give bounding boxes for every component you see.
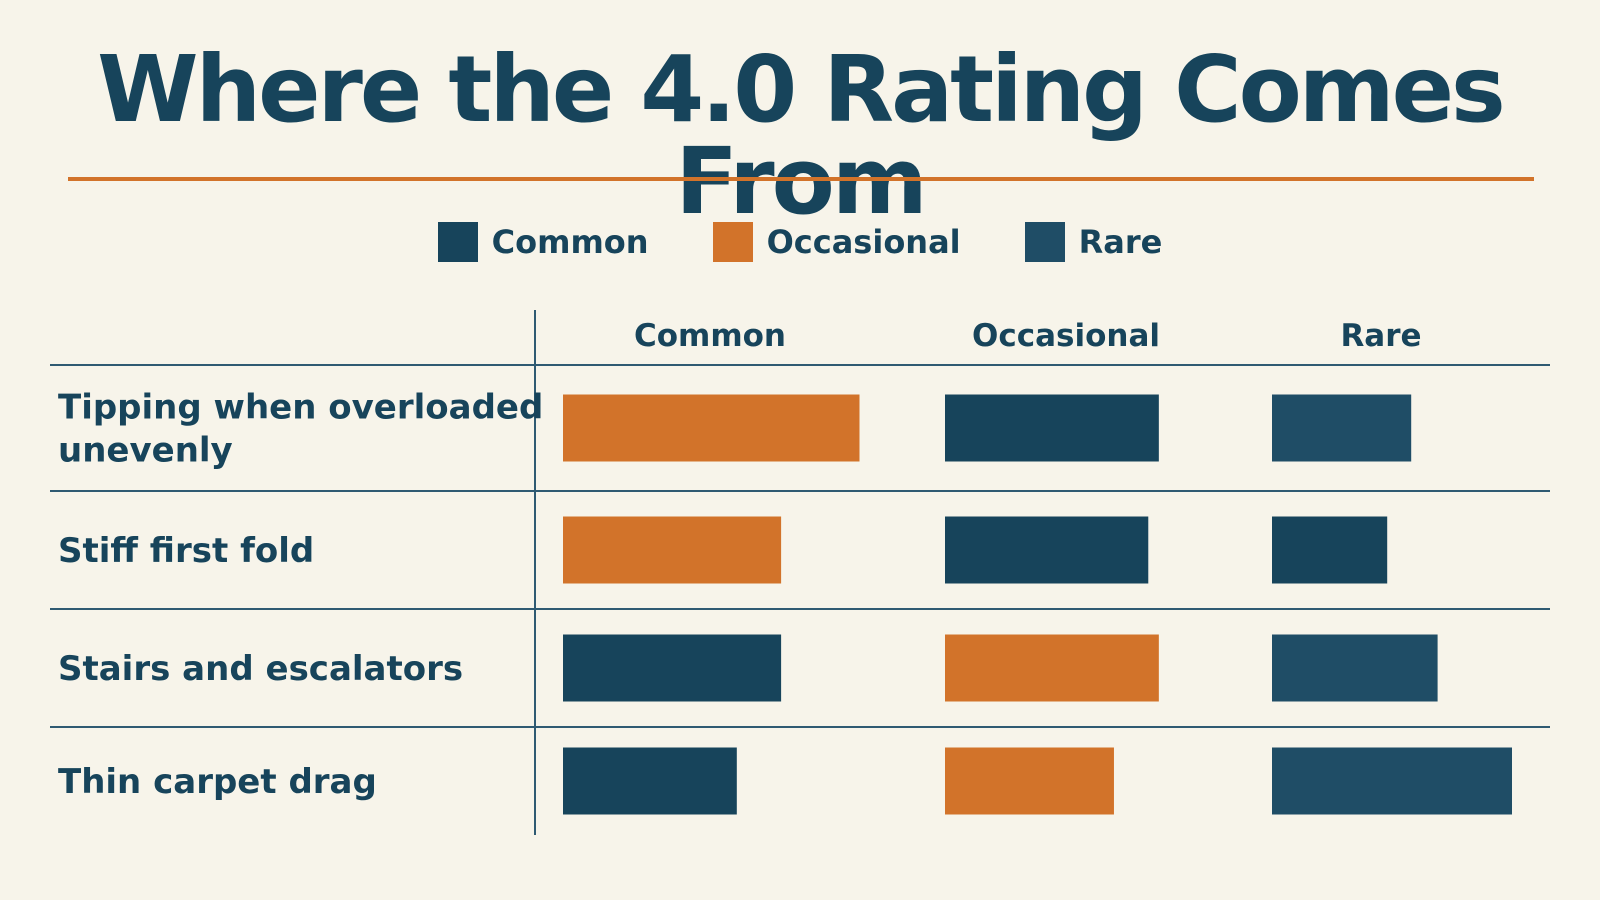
legend-swatch-common	[437, 222, 478, 262]
legend-item-common: Common	[437, 222, 649, 262]
bar-rare	[1272, 516, 1388, 584]
column-header-rare: Rare	[1340, 318, 1421, 354]
bar-common	[563, 516, 782, 584]
bar-occasional	[945, 747, 1114, 815]
row-label: Stiff first fold	[58, 531, 314, 571]
legend-label-common: Common	[491, 223, 649, 261]
legend-label-occasional: Occasional	[766, 223, 961, 261]
row-label: Stairs and escalators	[58, 649, 463, 689]
bar-occasional	[945, 394, 1159, 462]
bar-rare	[1272, 747, 1512, 815]
chart-title: Where the 4.0 Rating Comes From	[97, 36, 1506, 235]
row-label: Thin carpet drag	[58, 762, 377, 802]
legend-swatch-rare	[1024, 222, 1065, 262]
row-label: Tipping when overloaded	[58, 388, 543, 428]
legend-label-rare: Rare	[1078, 223, 1163, 261]
legend-item-occasional: Occasional	[712, 222, 961, 262]
bar-rare	[1272, 634, 1438, 702]
legend: Common Occasional Rare	[0, 222, 1600, 262]
legend-swatch-occasional	[712, 222, 753, 262]
bar-occasional	[945, 516, 1149, 584]
column-header-occasional: Occasional	[972, 318, 1160, 354]
bar-common	[563, 747, 737, 815]
bar-occasional	[945, 634, 1159, 702]
bar-rare	[1272, 394, 1412, 462]
title-underline	[68, 177, 1534, 181]
legend-item-rare: Rare	[1024, 222, 1163, 262]
column-header-common: Common	[634, 318, 786, 354]
bar-common	[563, 634, 782, 702]
row-label: unevenly	[58, 431, 233, 471]
bar-common	[563, 394, 860, 462]
